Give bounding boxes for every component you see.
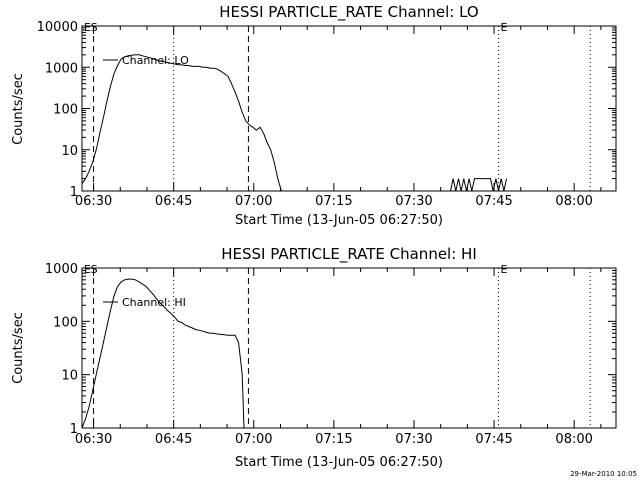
event-marker-label: E — [84, 21, 91, 34]
event-marker-label: E — [501, 263, 508, 276]
x-tick-label: 06:30 — [75, 432, 112, 447]
x-tick-label: 08:00 — [555, 432, 592, 447]
x-tick-label: 07:45 — [475, 194, 512, 209]
x-tick-label: 07:15 — [315, 432, 352, 447]
x-tick-label: 07:30 — [395, 432, 432, 447]
x-tick-label: 06:30 — [75, 194, 112, 209]
y-tick-label: 1 — [70, 422, 78, 437]
hi-channel-panel: HESSI PARTICLE_RATE Channel: HI 1 10 100 100… — [11, 245, 617, 470]
y-tick-label: 100 — [53, 103, 78, 118]
y-tick-label: 10 — [61, 144, 78, 159]
y-tick-label: 1000 — [45, 61, 78, 76]
x-tick-label: 07:30 — [395, 194, 432, 209]
x-tick-label: 08:00 — [555, 194, 592, 209]
plot-frame — [81, 267, 617, 429]
x-axis-label: Start Time (13-Jun-05 06:27:50) — [235, 455, 443, 470]
x-axis-label: Start Time (13-Jun-05 06:27:50) — [235, 213, 443, 228]
event-marker-label: E — [84, 263, 91, 276]
x-tick-label: 07:15 — [315, 194, 352, 209]
series-line-0 — [81, 54, 282, 192]
x-tick-label: 07:00 — [235, 194, 272, 209]
x-tick-label: 06:45 — [155, 194, 192, 209]
x-tick-label: 06:45 — [155, 432, 192, 447]
footer-timestamp: 29-Mar-2010 10:05 — [570, 470, 637, 478]
y-tick-label: 1 — [70, 185, 78, 200]
legend-label: Channel: HI — [122, 296, 186, 309]
x-tick-label: 07:00 — [235, 432, 272, 447]
y-tick-label: 10000 — [37, 20, 78, 35]
lo-channel-panel: HESSI PARTICLE_RATE Channel: LO 1 10 100 100… — [11, 3, 617, 228]
chart-title: HESSI PARTICLE_RATE Channel: HI — [221, 245, 477, 264]
y-tick-label: 100 — [53, 315, 78, 330]
y-axis-label: Counts/sec — [11, 312, 26, 384]
x-tick-label: 07:45 — [475, 432, 512, 447]
event-marker-label: S — [91, 263, 98, 276]
plot-frame — [81, 25, 617, 192]
y-tick-label: 10 — [61, 369, 78, 384]
event-marker-label: S — [91, 21, 98, 34]
series-line-0 — [81, 278, 245, 429]
event-marker-label: E — [501, 21, 508, 34]
series-line-1 — [450, 178, 507, 192]
y-axis-label: Counts/sec — [11, 73, 26, 145]
chart-title: HESSI PARTICLE_RATE Channel: LO — [219, 3, 478, 22]
legend-label: Channel: LO — [122, 54, 189, 67]
y-tick-label: 1000 — [45, 262, 78, 277]
